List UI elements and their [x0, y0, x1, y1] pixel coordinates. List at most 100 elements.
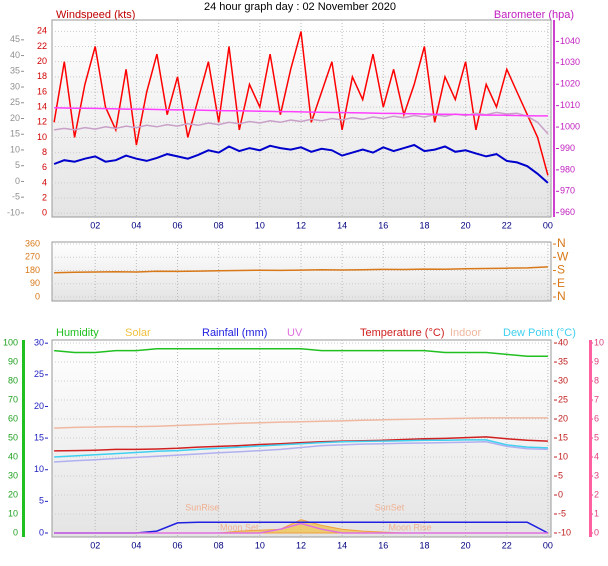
x-tick-label: 02 — [90, 540, 100, 550]
y-tick-label: 80 — [8, 375, 18, 385]
x-tick-label: 00 — [543, 220, 553, 230]
line — [54, 439, 548, 458]
y-tick-label: 15 — [10, 129, 20, 139]
y-tick-label: 35 — [10, 66, 20, 76]
y-tick-label: 0 — [42, 208, 47, 218]
annotation: Moon Rise — [389, 522, 432, 532]
y-tick-label: 1020 — [560, 79, 580, 89]
y-tick-label: 16 — [37, 86, 47, 96]
y-tick-label: 25 — [34, 369, 44, 379]
y-tick-label: E — [557, 276, 565, 290]
y-tick-label: 90 — [8, 356, 18, 366]
y-tick-label: 360 — [25, 238, 40, 248]
y-tick-label: 2 — [42, 192, 47, 202]
y-tick-label: 35 — [558, 356, 568, 366]
axis-bar — [553, 20, 555, 217]
y-tick-label: S — [557, 263, 565, 277]
x-tick-label: 10 — [255, 220, 265, 230]
y-tick-label: 3 — [594, 470, 599, 480]
line — [54, 417, 548, 429]
x-tick-label: 14 — [337, 540, 347, 550]
x-tick-label: 20 — [461, 220, 471, 230]
legend-label: UV — [287, 327, 303, 339]
y-tick-label: 40 — [10, 50, 20, 60]
y-tick-label: 10 — [34, 464, 44, 474]
chart-title: 24 hour graph day : 02 November 2020 — [204, 1, 396, 13]
y-tick-label: 20 — [34, 401, 44, 411]
y-tick-label: 5 — [39, 496, 44, 506]
x-tick-label: 10 — [255, 540, 265, 550]
y-tick-label: 0 — [558, 489, 563, 499]
x-tick-label: 16 — [378, 540, 388, 550]
y-tick-label: 0 — [594, 527, 599, 537]
y-tick-label: 90 — [30, 278, 40, 288]
y-tick-label: 970 — [560, 186, 575, 196]
y-tick-label: 30 — [10, 81, 20, 91]
y-tick-label: 5 — [15, 160, 20, 170]
y-tick-label: 30 — [34, 338, 44, 348]
legend-label: Humidity — [56, 327, 99, 339]
x-tick-label: 14 — [337, 220, 347, 230]
y-tick-label: 10 — [8, 508, 18, 518]
y-tick-label: 1000 — [560, 121, 580, 131]
annotation: Moon Set — [220, 522, 259, 532]
x-tick-label: 22 — [502, 220, 512, 230]
y-tick-label: 20 — [10, 113, 20, 123]
y-tick-label: 6 — [42, 162, 47, 172]
y-tick-label: 14 — [37, 102, 47, 112]
y-tick-label: 2 — [594, 489, 599, 499]
x-tick-label: 08 — [214, 220, 224, 230]
y-tick-label: -5 — [12, 192, 20, 202]
x-tick-label: 16 — [378, 220, 388, 230]
x-tick-label: 18 — [419, 540, 429, 550]
y-tick-label: 12 — [37, 117, 47, 127]
y-tick-label: -10 — [558, 527, 571, 537]
x-tick-label: 00 — [543, 540, 553, 550]
y-tick-label: 30 — [558, 375, 568, 385]
y-tick-label: 18 — [37, 71, 47, 81]
x-tick-label: 12 — [296, 220, 306, 230]
y-tick-label: 10 — [594, 337, 604, 347]
line — [54, 107, 548, 117]
x-tick-label: 02 — [90, 220, 100, 230]
x-tick-label: 12 — [296, 540, 306, 550]
line — [54, 347, 548, 358]
annotation: SunSet — [375, 502, 405, 512]
y-tick-label: N — [557, 289, 566, 303]
y-tick-label: 30 — [8, 470, 18, 480]
y-tick-label: 7 — [594, 394, 599, 404]
axis-bar — [22, 340, 25, 537]
y-tick-label: 10 — [37, 132, 47, 142]
y-tick-label: 1 — [594, 508, 599, 518]
line — [54, 436, 548, 452]
y-tick-label: 50 — [8, 432, 18, 442]
axis-bar — [589, 340, 592, 537]
y-tick-label: N — [557, 236, 566, 250]
legend-label: Indoor — [450, 327, 482, 339]
y-axis-title: Windspeed (kts) — [56, 9, 135, 21]
line — [53, 31, 549, 176]
line — [54, 266, 548, 274]
line — [54, 522, 548, 534]
y-tick-label: 4 — [42, 177, 47, 187]
y-tick-label: 70 — [8, 394, 18, 404]
y-tick-label: 25 — [10, 97, 20, 107]
y-tick-label: 60 — [8, 413, 18, 423]
y-tick-label: 20 — [558, 413, 568, 423]
y-tick-label: 15 — [558, 432, 568, 442]
y-tick-label: 100 — [3, 337, 18, 347]
x-tick-label: 06 — [173, 540, 183, 550]
y-tick-label: -5 — [558, 508, 566, 518]
y-tick-label: 960 — [560, 207, 575, 217]
y2-axis-title: Barometer (hpa) — [494, 9, 574, 21]
y-tick-label: 990 — [560, 143, 575, 153]
line — [54, 441, 548, 463]
y-tick-label: 20 — [37, 56, 47, 66]
legend-label: Rainfall (mm) — [202, 327, 267, 339]
y-tick-label: 24 — [37, 26, 47, 36]
y-tick-label: 5 — [594, 432, 599, 442]
y-tick-label: 1040 — [560, 36, 580, 46]
y-tick-label: 22 — [37, 41, 47, 51]
x-tick-label: 18 — [419, 220, 429, 230]
